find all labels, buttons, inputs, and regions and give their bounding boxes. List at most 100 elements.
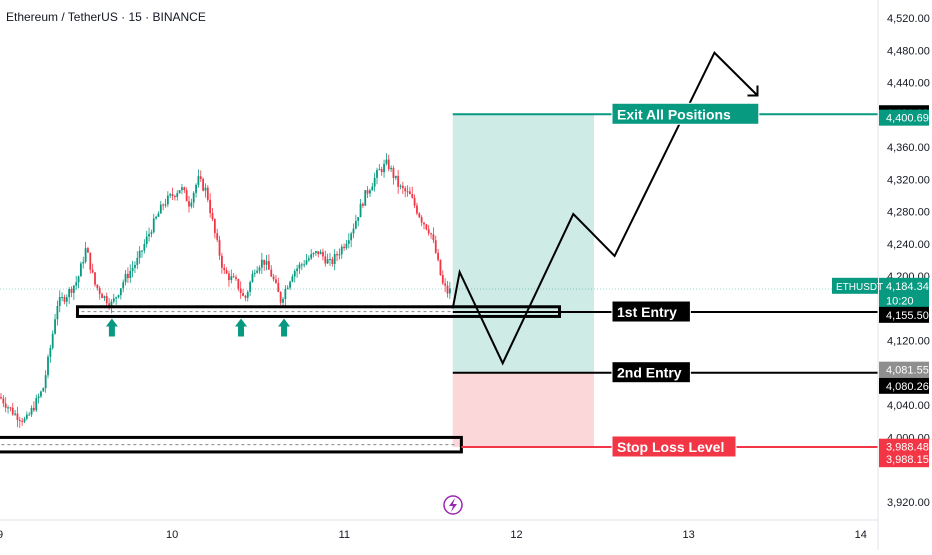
candle-body (181, 187, 183, 191)
candle (23, 416, 26, 424)
candle (68, 287, 71, 305)
candle-body (272, 276, 275, 280)
candle (183, 186, 186, 194)
candle (430, 232, 432, 239)
candle (275, 275, 277, 284)
candle (263, 259, 266, 271)
candle-body (58, 297, 61, 307)
candle-body (315, 251, 317, 254)
candle-body (242, 292, 244, 296)
candle-body (82, 261, 85, 264)
candle (115, 296, 118, 305)
candle-body (16, 413, 19, 421)
candle-body (437, 252, 439, 260)
candle (369, 188, 371, 197)
candle (152, 213, 155, 234)
candle (239, 281, 242, 299)
candle (63, 294, 66, 305)
candle (249, 280, 251, 297)
candle-body (141, 250, 143, 252)
candle (178, 189, 181, 194)
candle (399, 184, 402, 190)
axis-price-tag: 3,988.15 (879, 451, 929, 468)
candle-body (343, 246, 345, 249)
candle-body (124, 273, 127, 283)
candle-body (98, 288, 101, 294)
candle (223, 263, 226, 274)
candle-body (404, 188, 407, 192)
candle (300, 262, 303, 271)
candle (394, 175, 397, 181)
x-tick-label: 11 (339, 529, 350, 541)
candle-body (291, 276, 294, 282)
candle (380, 166, 383, 176)
candle-body (265, 261, 268, 265)
candle-body (54, 319, 56, 334)
candle (40, 390, 42, 398)
candle-body (253, 272, 256, 274)
candle-body (354, 220, 357, 229)
candle-body (94, 272, 96, 285)
candle-body (101, 293, 103, 299)
candle (61, 292, 63, 302)
candle-body (441, 275, 444, 284)
candle-body (136, 257, 139, 265)
candles (0, 153, 451, 428)
candle (181, 183, 183, 195)
level-1: Exit All Positions (452, 102, 878, 125)
candle-body (371, 186, 374, 191)
candle (122, 279, 125, 293)
candle-body (4, 403, 7, 408)
candle-body (310, 254, 313, 259)
candle (77, 275, 80, 289)
candle-body (152, 218, 155, 233)
candle-body (162, 204, 165, 206)
candle-body (244, 295, 247, 298)
candle-body (9, 407, 12, 409)
candle (406, 185, 409, 197)
candle-body (119, 288, 122, 296)
candle-body (63, 297, 66, 302)
candle-body (42, 388, 45, 392)
candle (176, 190, 179, 201)
candle-body (199, 176, 202, 179)
candle-body (190, 202, 193, 207)
candle-body (61, 297, 63, 299)
candle (319, 249, 322, 255)
candle-body (251, 273, 254, 283)
level-label: Stop Loss Level (617, 439, 724, 455)
candle (174, 194, 176, 201)
candle (51, 330, 54, 350)
candle-body (277, 282, 280, 293)
candle (298, 261, 301, 274)
candle (371, 182, 374, 191)
candle-body (28, 414, 31, 416)
candle-body (336, 254, 338, 256)
candle-body (369, 190, 371, 194)
candle (366, 186, 369, 198)
candle (129, 264, 132, 283)
axis-price-tag-label: 4,081.55 (886, 365, 929, 377)
candle-body (256, 270, 259, 273)
candle-body (105, 296, 108, 304)
candle-body (239, 288, 242, 293)
candle-body (91, 269, 94, 273)
candle (166, 191, 169, 208)
x-tick-label: 10 (166, 529, 178, 541)
candle (89, 252, 92, 274)
level-label: 2nd Entry (617, 365, 682, 381)
level-4: Stop Loss Level (461, 435, 878, 458)
candle-body (171, 194, 174, 196)
candle (96, 284, 99, 291)
candle (54, 313, 56, 335)
candle (188, 195, 190, 213)
candle (272, 273, 275, 282)
candle-body (324, 256, 327, 264)
candle-body (406, 191, 409, 193)
candle (350, 231, 353, 248)
candle-body (409, 191, 411, 195)
candle-body (350, 233, 353, 241)
candle-body (416, 205, 418, 214)
